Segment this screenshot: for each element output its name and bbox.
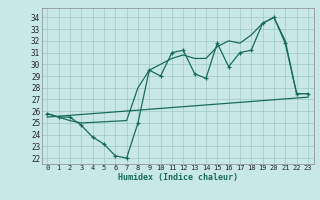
X-axis label: Humidex (Indice chaleur): Humidex (Indice chaleur) — [118, 173, 237, 182]
